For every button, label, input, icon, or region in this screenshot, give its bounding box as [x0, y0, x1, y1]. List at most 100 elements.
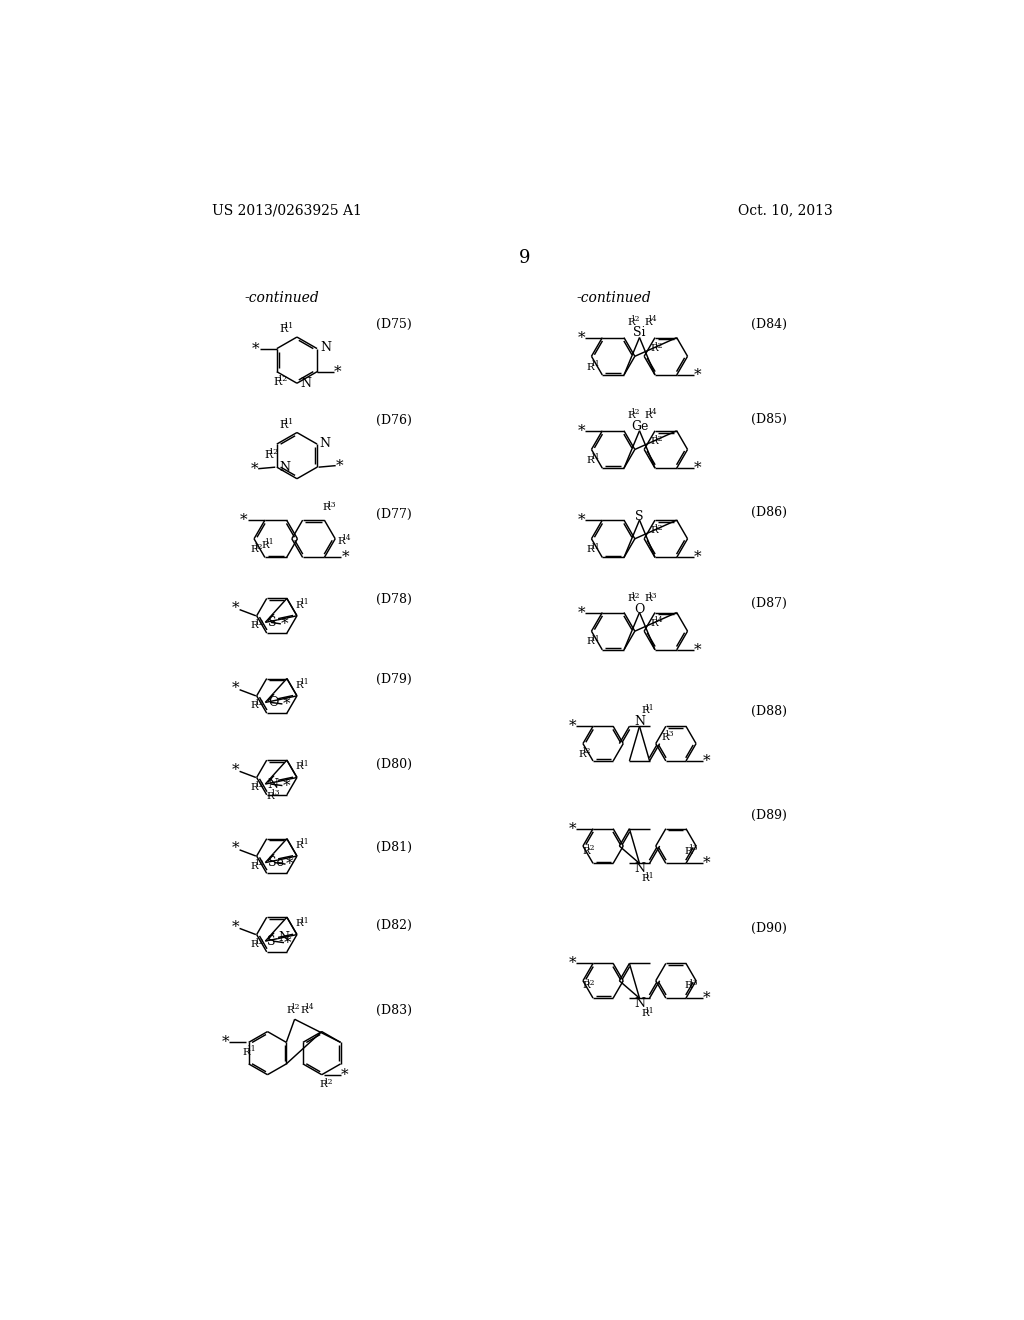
Text: 12: 12	[631, 315, 640, 323]
Text: R: R	[280, 420, 288, 430]
Text: 12: 12	[254, 937, 263, 945]
Text: 12: 12	[653, 434, 664, 442]
Text: R: R	[295, 841, 303, 850]
Text: 11: 11	[299, 598, 308, 606]
Text: R: R	[627, 594, 635, 603]
Text: R: R	[273, 378, 282, 388]
Text: 9: 9	[519, 249, 530, 267]
Text: 11: 11	[264, 539, 273, 546]
Text: *: *	[703, 857, 711, 870]
Text: R: R	[243, 1048, 250, 1057]
Text: 11: 11	[644, 1007, 653, 1015]
Text: R: R	[627, 318, 635, 326]
Text: 11: 11	[590, 453, 599, 462]
Text: N: N	[280, 461, 290, 474]
Text: R: R	[662, 733, 669, 742]
Text: *: *	[341, 550, 349, 565]
Text: 11: 11	[284, 417, 294, 426]
Text: R: R	[251, 622, 258, 630]
Text: R: R	[280, 325, 288, 334]
Text: *: *	[703, 991, 711, 1005]
Text: S: S	[268, 616, 276, 628]
Text: R: R	[650, 527, 658, 536]
Text: 12: 12	[253, 543, 263, 550]
Text: N: N	[300, 376, 311, 389]
Text: *: *	[568, 821, 575, 836]
Text: R: R	[587, 638, 595, 647]
Text: R: R	[319, 1080, 328, 1089]
Text: 13: 13	[270, 789, 280, 797]
Text: 11: 11	[590, 543, 599, 550]
Text: *: *	[334, 364, 342, 379]
Text: *: *	[286, 857, 293, 871]
Text: N: N	[321, 342, 331, 354]
Text: R: R	[251, 783, 258, 792]
Text: R: R	[301, 1006, 308, 1015]
Text: 12: 12	[254, 619, 263, 627]
Text: (D79): (D79)	[376, 673, 412, 686]
Text: 12: 12	[254, 700, 263, 708]
Text: *: *	[221, 1035, 229, 1049]
Text: R: R	[650, 437, 658, 446]
Text: R: R	[323, 503, 331, 512]
Text: Oct. 10, 2013: Oct. 10, 2013	[738, 203, 834, 216]
Text: (D83): (D83)	[376, 1003, 412, 1016]
Text: 13: 13	[688, 979, 697, 987]
Text: 12: 12	[290, 1003, 300, 1011]
Text: R: R	[641, 1008, 649, 1018]
Text: R: R	[338, 537, 345, 545]
Text: R: R	[587, 363, 595, 371]
Text: *: *	[694, 550, 701, 565]
Text: R: R	[295, 919, 303, 928]
Text: 12: 12	[631, 591, 640, 599]
Text: 12: 12	[323, 1078, 332, 1086]
Text: R: R	[295, 762, 303, 771]
Text: R: R	[579, 750, 586, 759]
Text: *: *	[241, 513, 248, 527]
Text: 12: 12	[631, 408, 640, 416]
Text: R: R	[295, 601, 303, 610]
Text: R: R	[250, 545, 258, 554]
Text: (D89): (D89)	[751, 809, 787, 822]
Text: Ge: Ge	[631, 420, 648, 433]
Text: 14: 14	[647, 315, 657, 323]
Text: 11: 11	[644, 704, 653, 711]
Text: 13: 13	[647, 591, 656, 599]
Text: 11: 11	[299, 760, 308, 768]
Text: 11: 11	[299, 917, 308, 925]
Text: *: *	[231, 681, 240, 696]
Text: 12: 12	[653, 342, 664, 350]
Text: 14: 14	[304, 1003, 313, 1011]
Text: 12: 12	[254, 780, 263, 788]
Text: (D84): (D84)	[751, 318, 787, 331]
Text: *: *	[281, 616, 289, 631]
Text: 11: 11	[590, 360, 599, 368]
Text: N: N	[634, 997, 645, 1010]
Text: R: R	[627, 411, 635, 420]
Text: *: *	[578, 424, 585, 438]
Text: *: *	[703, 754, 711, 768]
Text: R: R	[583, 846, 590, 855]
Text: R: R	[287, 1006, 295, 1015]
Text: 11: 11	[590, 635, 599, 643]
Text: R: R	[267, 792, 274, 801]
Text: 12: 12	[586, 845, 595, 853]
Text: R: R	[641, 706, 649, 715]
Text: N: N	[279, 931, 290, 944]
Text: -continued: -continued	[577, 290, 651, 305]
Text: *: *	[336, 458, 343, 473]
Text: (D80): (D80)	[376, 758, 412, 771]
Text: *: *	[283, 779, 290, 792]
Text: (D90): (D90)	[751, 923, 787, 936]
Text: *: *	[694, 643, 701, 657]
Text: *: *	[694, 368, 701, 381]
Text: 11: 11	[299, 678, 308, 686]
Text: *: *	[578, 606, 585, 619]
Text: 12: 12	[254, 859, 263, 867]
Text: 14: 14	[647, 408, 657, 416]
Text: 13: 13	[326, 500, 336, 510]
Text: (D78): (D78)	[376, 593, 412, 606]
Text: R: R	[587, 545, 595, 554]
Text: R: R	[684, 846, 692, 855]
Text: *: *	[578, 330, 585, 345]
